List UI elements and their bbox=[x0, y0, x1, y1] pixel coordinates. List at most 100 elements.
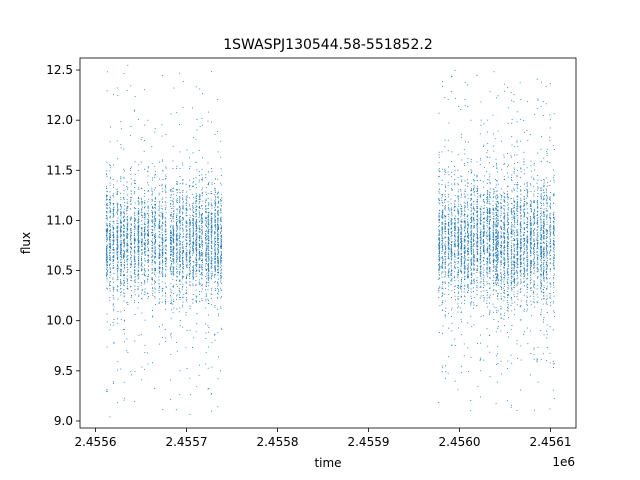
data-point bbox=[123, 277, 125, 279]
data-point bbox=[140, 201, 142, 203]
data-point bbox=[450, 231, 452, 233]
data-point bbox=[165, 133, 167, 135]
data-point bbox=[199, 199, 201, 201]
data-point bbox=[195, 276, 197, 278]
data-point bbox=[140, 211, 142, 213]
data-point bbox=[189, 278, 191, 279]
data-point bbox=[179, 394, 181, 396]
data-point bbox=[457, 275, 459, 277]
data-point bbox=[173, 259, 175, 261]
data-point bbox=[123, 329, 124, 330]
data-point bbox=[189, 269, 191, 271]
data-point bbox=[186, 277, 188, 279]
data-point bbox=[158, 254, 160, 256]
data-point bbox=[162, 255, 164, 257]
data-point bbox=[207, 184, 209, 186]
data-point bbox=[199, 257, 201, 258]
data-point bbox=[117, 239, 119, 241]
data-point bbox=[201, 229, 203, 231]
data-point bbox=[126, 338, 128, 340]
data-point bbox=[207, 216, 209, 218]
data-point bbox=[217, 297, 218, 299]
data-point bbox=[199, 194, 201, 196]
data-point bbox=[147, 210, 149, 212]
data-point bbox=[208, 237, 210, 239]
data-point bbox=[451, 275, 453, 277]
data-point bbox=[438, 257, 440, 259]
data-point bbox=[214, 269, 216, 270]
data-point bbox=[121, 256, 122, 258]
data-point bbox=[217, 211, 219, 213]
data-point bbox=[201, 179, 203, 181]
data-point bbox=[154, 263, 156, 265]
data-point bbox=[451, 76, 452, 78]
data-point bbox=[148, 235, 150, 237]
data-point bbox=[439, 256, 441, 258]
data-point bbox=[201, 205, 202, 207]
data-point bbox=[217, 196, 219, 198]
data-point bbox=[196, 194, 198, 196]
data-point bbox=[161, 236, 163, 238]
data-point bbox=[151, 199, 153, 201]
data-point bbox=[182, 183, 184, 185]
data-point bbox=[215, 197, 217, 199]
data-point bbox=[165, 166, 167, 168]
data-point bbox=[214, 270, 216, 272]
data-point bbox=[110, 176, 111, 178]
data-point bbox=[147, 363, 149, 365]
data-point bbox=[172, 200, 174, 202]
data-point bbox=[458, 212, 460, 214]
data-point bbox=[124, 244, 125, 246]
data-point bbox=[214, 134, 216, 135]
data-point bbox=[441, 251, 443, 253]
data-point bbox=[448, 194, 450, 195]
data-point bbox=[130, 249, 132, 251]
data-point bbox=[154, 243, 156, 245]
data-point bbox=[195, 267, 197, 269]
data-point bbox=[217, 250, 219, 252]
data-point bbox=[109, 233, 111, 235]
data-point bbox=[147, 234, 149, 235]
data-point bbox=[126, 260, 128, 262]
data-point bbox=[444, 219, 446, 221]
data-point bbox=[217, 192, 219, 194]
data-point bbox=[172, 213, 174, 215]
data-point bbox=[454, 267, 456, 269]
data-point bbox=[457, 272, 459, 274]
data-point bbox=[214, 276, 216, 278]
data-point bbox=[112, 203, 114, 204]
data-point bbox=[106, 271, 108, 273]
data-point bbox=[445, 272, 446, 274]
data-point bbox=[170, 264, 172, 266]
data-point bbox=[217, 131, 219, 132]
data-point bbox=[123, 268, 125, 270]
data-point bbox=[179, 201, 180, 203]
data-point bbox=[176, 239, 178, 241]
data-point bbox=[134, 280, 136, 282]
data-point bbox=[172, 248, 174, 250]
data-point bbox=[129, 238, 131, 240]
data-point bbox=[138, 259, 140, 261]
data-point bbox=[185, 198, 187, 200]
data-point bbox=[211, 193, 213, 194]
data-point bbox=[123, 220, 124, 222]
data-point bbox=[147, 212, 149, 214]
data-point bbox=[189, 268, 191, 270]
data-point bbox=[173, 251, 175, 253]
data-point bbox=[159, 185, 161, 186]
data-point bbox=[211, 253, 212, 255]
data-point bbox=[442, 259, 444, 261]
data-point bbox=[117, 246, 119, 248]
data-point bbox=[151, 198, 153, 200]
data-point bbox=[186, 196, 188, 198]
data-point bbox=[165, 220, 167, 222]
data-point bbox=[131, 276, 133, 278]
data-point bbox=[196, 205, 197, 207]
data-point bbox=[170, 251, 172, 252]
data-point bbox=[106, 247, 108, 249]
data-point bbox=[179, 257, 181, 259]
data-point bbox=[454, 244, 455, 246]
data-point bbox=[461, 291, 463, 293]
data-point bbox=[117, 227, 119, 229]
data-point bbox=[116, 231, 118, 233]
